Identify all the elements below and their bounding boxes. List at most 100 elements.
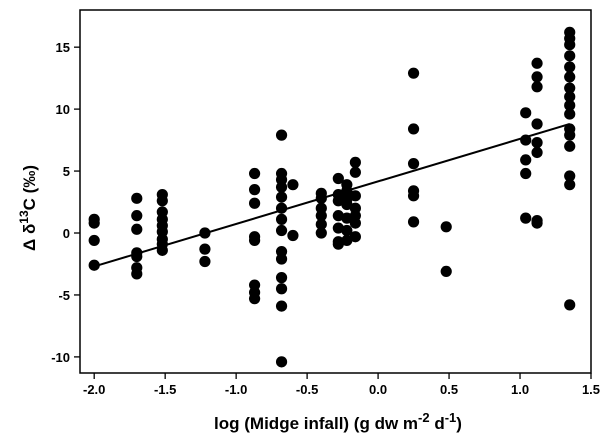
data-point	[564, 71, 576, 83]
data-point	[315, 218, 327, 230]
data-point	[349, 156, 361, 168]
data-point	[315, 227, 327, 239]
data-point	[199, 227, 211, 239]
data-point	[275, 356, 288, 368]
x-tick-label: -1.0	[225, 382, 247, 397]
data-point	[564, 170, 576, 182]
data-point	[275, 224, 288, 237]
data-point	[275, 202, 288, 214]
x-tick-label: -2.0	[83, 382, 105, 397]
data-point	[315, 192, 327, 204]
data-point	[349, 231, 361, 243]
x-axis: -2.0 -1.5 -1.0 -0.5 0.0 0.5 1.0 1.5	[83, 373, 600, 397]
y-tick-label: 5	[63, 164, 70, 179]
data-point	[407, 123, 420, 135]
data-point	[349, 217, 361, 229]
data-point	[275, 272, 288, 284]
plot-area	[79, 9, 592, 374]
data-point	[332, 195, 344, 207]
x-tick-label: 0.0	[369, 382, 387, 397]
data-point	[407, 190, 420, 202]
data-point	[275, 283, 288, 295]
data-point	[287, 179, 299, 191]
data-point	[349, 190, 361, 202]
data-point	[131, 210, 143, 222]
data-point	[88, 259, 100, 271]
data-point	[564, 299, 576, 311]
y-tick-label: 10	[56, 102, 70, 117]
data-point	[564, 129, 576, 141]
y-tick-label: -10	[51, 350, 70, 365]
data-point	[407, 158, 420, 170]
data-point	[341, 212, 353, 224]
x-tick-label: 1.0	[511, 382, 529, 397]
data-point	[88, 217, 100, 229]
x-tick-label: -1.5	[154, 382, 176, 397]
data-point	[564, 39, 576, 51]
data-point	[349, 166, 361, 178]
data-point	[275, 253, 288, 265]
data-point	[131, 268, 143, 280]
data-point	[332, 222, 344, 234]
data-point	[407, 67, 420, 79]
data-point	[275, 191, 288, 203]
data-point	[341, 224, 353, 237]
data-point	[341, 234, 353, 247]
x-tick-label: 1.5	[582, 382, 600, 397]
data-point	[564, 108, 576, 120]
data-point	[564, 61, 576, 73]
data-point	[564, 91, 576, 103]
y-tick-label: -5	[58, 288, 70, 303]
data-point	[520, 212, 532, 224]
data-point	[88, 234, 100, 247]
data-point	[531, 71, 543, 83]
y-axis-title: Δ δ13C (‰)	[17, 165, 39, 251]
x-axis-title: log (Midge infall) (g dw m-2 d-1)	[214, 410, 462, 433]
data-point	[531, 57, 543, 69]
data-point	[520, 154, 532, 166]
data-point	[332, 210, 344, 222]
data-point	[341, 198, 353, 211]
data-point	[332, 172, 344, 185]
data-point	[564, 140, 576, 152]
data-point	[156, 244, 168, 256]
data-point	[131, 250, 143, 263]
data-point	[275, 129, 288, 141]
data-point	[531, 146, 543, 159]
data-point	[520, 167, 532, 180]
data-point	[248, 184, 261, 196]
data-point	[440, 265, 452, 278]
data-point	[520, 107, 532, 119]
data-point	[564, 99, 576, 111]
data-point	[131, 223, 143, 235]
x-tick-label: -0.5	[296, 382, 318, 397]
data-point	[199, 243, 211, 255]
y-axis: -10 -5 0 5 10 15	[51, 40, 80, 365]
data-point	[156, 195, 168, 207]
data-point	[531, 136, 543, 149]
data-point	[199, 255, 211, 268]
data-point	[248, 167, 261, 180]
data-point	[564, 179, 576, 191]
data-point	[440, 221, 452, 233]
data-point	[275, 300, 288, 312]
data-point	[275, 213, 288, 225]
data-point	[275, 181, 288, 193]
data-point	[332, 238, 344, 250]
data-point	[520, 134, 532, 146]
data-point	[407, 216, 420, 228]
y-tick-label: 15	[56, 40, 70, 55]
data-point	[248, 234, 261, 247]
plot-frame	[79, 9, 592, 374]
regression-line	[93, 123, 570, 268]
data-point	[315, 210, 327, 222]
x-tick-label: 0.5	[440, 382, 458, 397]
data-point	[131, 192, 143, 204]
data-point	[564, 50, 576, 62]
data-point	[564, 82, 576, 94]
data-point	[531, 217, 543, 229]
data-point	[531, 81, 543, 93]
data-point	[287, 229, 299, 242]
data-point	[341, 185, 353, 197]
